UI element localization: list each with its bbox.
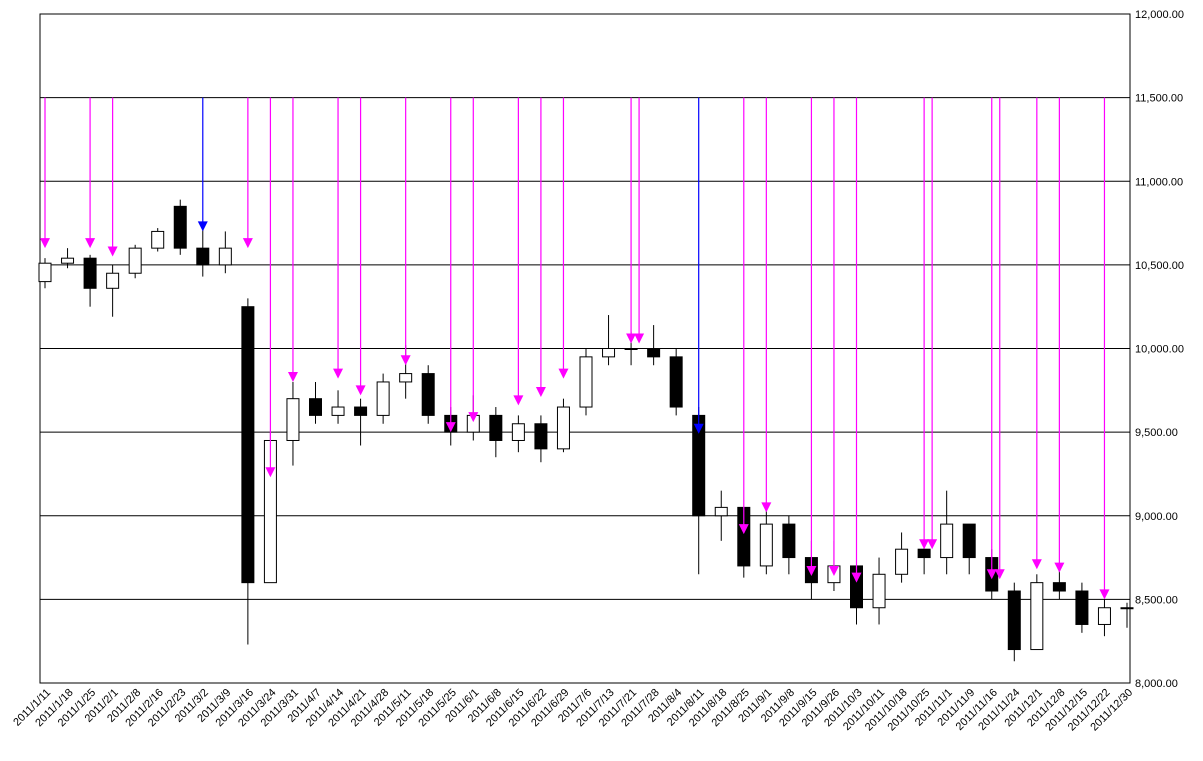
y-tick-label: 11,000.00: [1135, 176, 1183, 188]
signal-arrow: [738, 524, 749, 535]
y-tick-label: 9,000.00: [1135, 511, 1178, 523]
signal-arrow: [535, 387, 546, 398]
signal-arrow: [1054, 562, 1065, 573]
signal-arrow: [40, 238, 50, 249]
y-tick-label: 12,000.00: [1135, 9, 1184, 21]
signal-arrow: [806, 565, 817, 576]
y-tick-label: 11,500.00: [1135, 93, 1183, 105]
candle-body: [1097, 607, 1111, 625]
signal-arrow: [287, 371, 298, 382]
candle-body: [241, 306, 255, 584]
candle-body: [624, 348, 638, 350]
candle-body: [218, 247, 232, 266]
candle-body: [714, 506, 728, 517]
signal-arrow: [626, 333, 637, 344]
signal-arrow: [634, 333, 645, 344]
candle-body: [354, 406, 368, 416]
candle-body: [1075, 590, 1089, 625]
signal-arrow: [828, 565, 839, 576]
candle-body: [759, 523, 773, 567]
candle-body: [579, 356, 593, 408]
y-tick-label: 9,500.00: [1135, 427, 1178, 439]
candle-body: [1030, 582, 1044, 651]
candle-body: [1007, 590, 1021, 651]
candle-body: [895, 548, 909, 575]
signal-arrow: [851, 572, 862, 583]
signal-arrow: [400, 355, 411, 366]
candle-body: [128, 247, 142, 274]
signal-arrow: [693, 423, 704, 434]
signal-arrow: [445, 422, 456, 433]
candle-body: [106, 272, 120, 289]
signal-arrow: [986, 569, 997, 580]
candle-body: [1052, 582, 1066, 592]
y-tick-label: 8,000.00: [1135, 678, 1178, 690]
candle-body: [872, 573, 886, 609]
candle-body: [782, 523, 796, 559]
signal-arrow: [513, 395, 524, 406]
candle-body: [83, 257, 97, 289]
candle-body: [669, 356, 683, 408]
candle-body: [602, 348, 616, 358]
signal-arrow: [85, 238, 96, 249]
candle-body: [331, 406, 345, 416]
y-tick-label: 10,000.00: [1135, 344, 1184, 356]
candle-body: [647, 348, 661, 358]
signal-arrow: [1031, 559, 1042, 570]
candle-body: [173, 205, 187, 249]
candle-body: [421, 373, 435, 416]
signal-arrow: [355, 385, 366, 396]
candle-body: [940, 523, 954, 559]
candle-body: [556, 406, 570, 450]
signal-arrow: [468, 412, 479, 423]
candle-body: [61, 257, 75, 264]
candle-body: [196, 247, 210, 266]
candle-body: [38, 262, 52, 283]
signal-arrow: [1099, 589, 1110, 600]
signal-arrow: [242, 238, 253, 249]
signal-arrow: [761, 502, 772, 513]
y-tick-label: 8,500.00: [1135, 594, 1178, 606]
signal-arrow: [333, 368, 344, 379]
candle-body: [534, 423, 548, 450]
candle-body: [962, 523, 976, 559]
candle-body: [309, 398, 322, 416]
candle-body: [399, 373, 413, 383]
y-tick-label: 10,500.00: [1135, 260, 1184, 272]
candle-body: [1120, 607, 1134, 610]
signal-arrow: [107, 246, 118, 257]
signal-arrow: [197, 221, 208, 232]
signal-arrow: [927, 539, 938, 550]
candle-body: [917, 548, 931, 559]
candle-body: [489, 414, 503, 441]
candle-body: [376, 381, 390, 416]
signal-arrow: [919, 539, 930, 550]
candle-body: [286, 398, 300, 441]
signal-arrow: [994, 569, 1005, 580]
candle-body: [511, 423, 525, 441]
signal-arrow: [265, 467, 276, 478]
signal-arrow: [558, 368, 569, 379]
candle-body: [151, 230, 165, 249]
